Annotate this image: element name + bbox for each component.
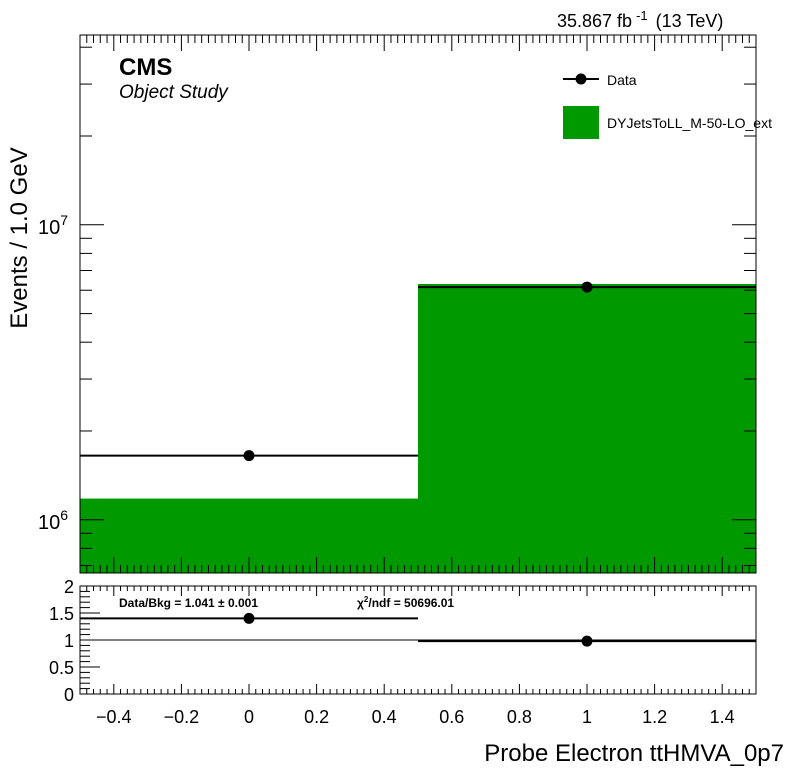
ratio-plot-frame xyxy=(79,585,757,695)
y-tick-label: 106 xyxy=(38,507,68,534)
chi2-superscript: 2 xyxy=(364,595,369,604)
lumi-exponent: -1 xyxy=(636,8,648,23)
ratio-data-points-layer xyxy=(80,612,756,647)
x-tick-label: 0.6 xyxy=(439,707,464,727)
y-tick-label-base: 10 xyxy=(38,512,60,534)
y-tick-label: 107 xyxy=(38,212,68,239)
x-tick-label: 0.8 xyxy=(507,707,532,727)
main-data-points-layer xyxy=(80,281,756,462)
x-tick-label: −0.2 xyxy=(164,707,200,727)
x-tick-label: 0.2 xyxy=(304,707,329,727)
study-label: Object Study xyxy=(119,82,229,103)
x-tick-label: 1 xyxy=(582,707,592,727)
ratio-y-tick-label: 0.5 xyxy=(49,658,74,678)
ratio-y-tick-label: 0 xyxy=(64,685,74,705)
ratio-axis-ticks xyxy=(79,585,757,695)
x-tick-label: 0.4 xyxy=(372,707,397,727)
legend-mc-swatch xyxy=(563,106,599,139)
y-axis-title: Events / 1.0 GeV xyxy=(6,147,33,328)
main-axis-ticks xyxy=(79,35,757,573)
chi2-value: /ndf = 50696.01 xyxy=(368,596,454,610)
legend: Data DYJetsToLL_M-50-LO_ext xyxy=(563,72,772,139)
tick-labels-layer: −0.4 −0.2 0 0.2 0.4 0.6 0.8 1 1.2 1.400.511.52106… xyxy=(38,212,735,727)
chi2-text: χ2/ndf = 50696.01 xyxy=(357,595,454,610)
ratio-y-tick-label: 1.5 xyxy=(49,604,74,624)
chi2-symbol: χ xyxy=(357,596,364,610)
x-tick-label: −0.4 xyxy=(96,707,132,727)
y-tick-label-exponent: 7 xyxy=(60,212,68,228)
legend-data-marker xyxy=(575,73,587,85)
x-tick-label: 0 xyxy=(244,707,254,727)
lumi-value: 35.867 fb xyxy=(557,11,632,31)
lumi-label: 35.867 fb -1 (13 TeV) xyxy=(557,8,723,31)
mc-histogram-bar xyxy=(418,283,756,573)
x-tick-label: 1.2 xyxy=(642,707,667,727)
legend-data-label: Data xyxy=(607,72,637,88)
data-point xyxy=(581,281,593,293)
experiment-label: CMS xyxy=(119,54,172,81)
legend-mc-label: DYJetsToLL_M-50-LO_ext xyxy=(607,115,772,131)
data-point xyxy=(243,450,255,462)
y-tick-label-base: 10 xyxy=(38,217,60,239)
ratio-y-tick-label: 2 xyxy=(64,577,74,597)
energy-label: (13 TeV) xyxy=(656,11,724,31)
mc-histogram-layer xyxy=(80,283,756,573)
ratio-point xyxy=(581,635,593,647)
y-tick-label-exponent: 6 xyxy=(60,507,68,523)
x-tick-label: 1.4 xyxy=(710,707,735,727)
data-bkg-ratio-text: Data/Bkg = 1.041 ± 0.001 xyxy=(119,596,258,610)
ratio-y-tick-label: 1 xyxy=(64,631,74,651)
ratio-point xyxy=(243,612,255,624)
x-axis-title: Probe Electron ttHMVA_0p7 xyxy=(484,740,784,767)
main-plot-frame xyxy=(79,34,757,574)
